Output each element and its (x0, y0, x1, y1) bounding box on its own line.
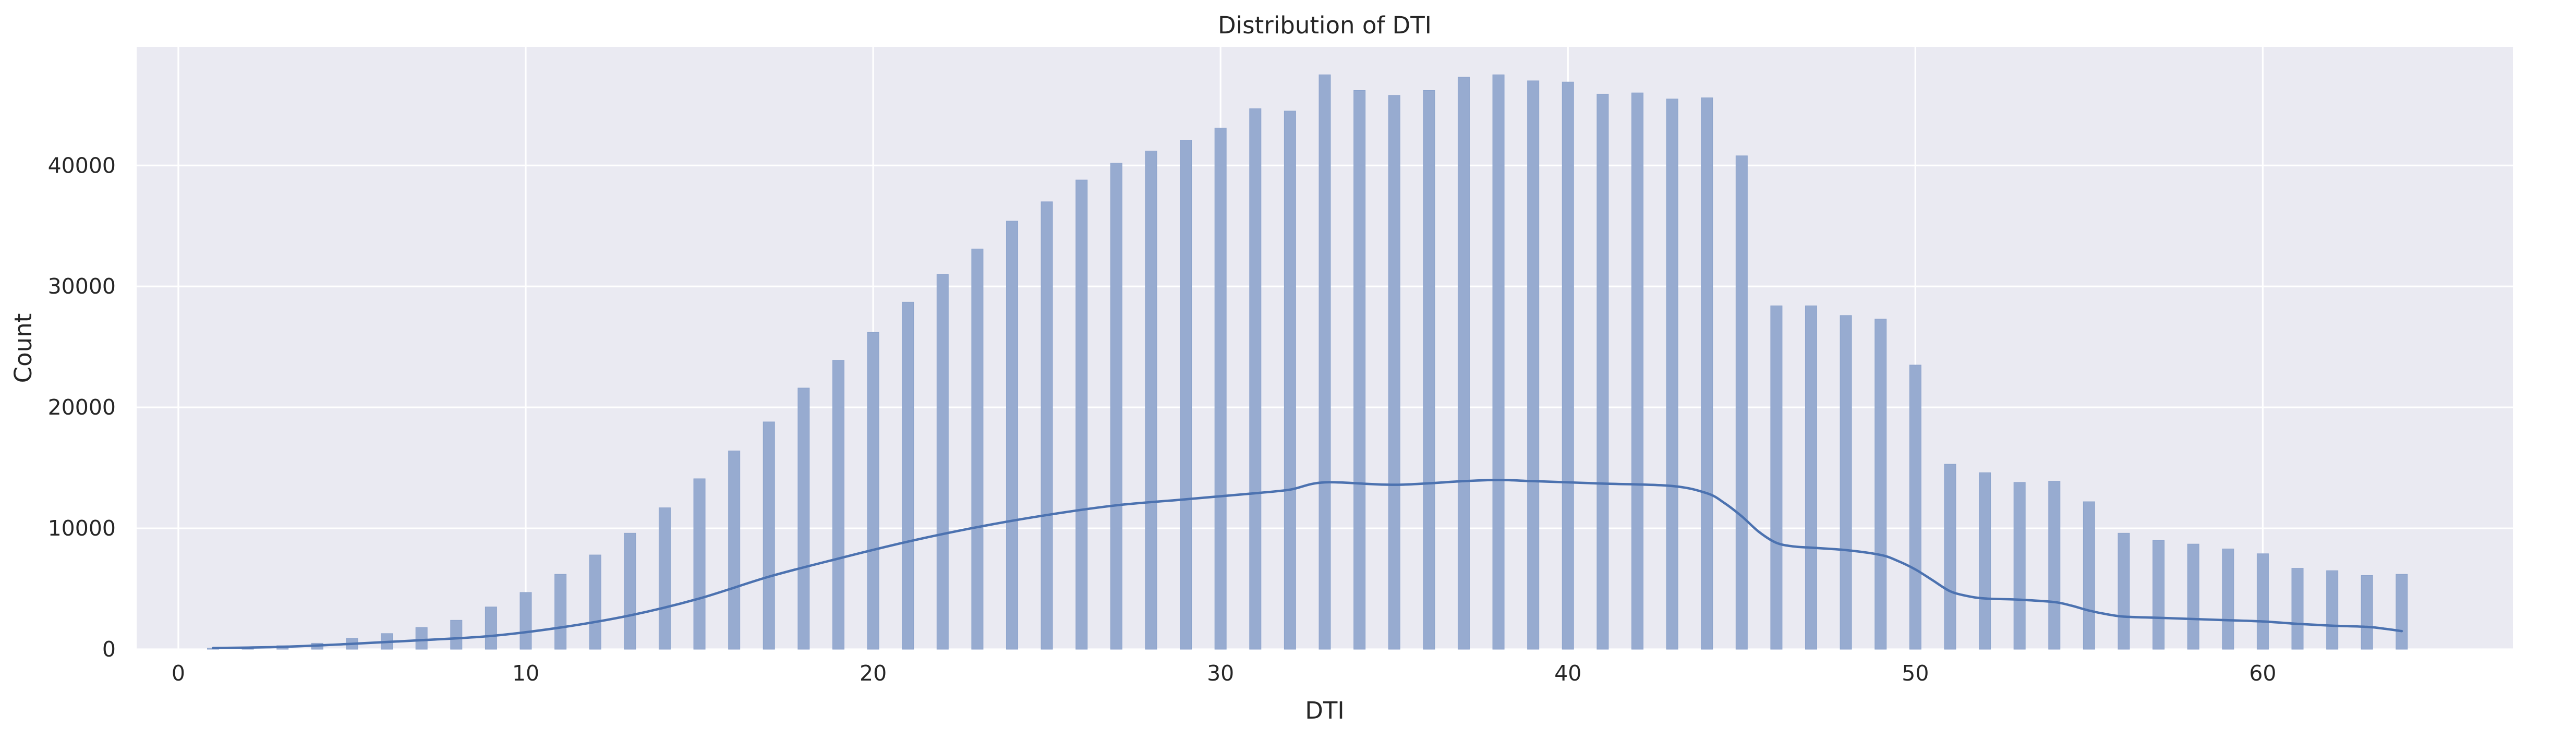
bar (2152, 540, 2165, 650)
bar (1944, 464, 1956, 650)
bar (1006, 221, 1019, 650)
x-tick-label: 40 (1554, 661, 1581, 686)
bar (624, 532, 636, 650)
bar (1110, 163, 1122, 650)
bar (450, 620, 463, 650)
y-tick-label: 0 (102, 637, 116, 662)
bar (1631, 92, 1643, 650)
bar (2222, 549, 2234, 650)
bar (2256, 553, 2269, 650)
bar (971, 248, 984, 650)
bar (1666, 99, 1678, 650)
bar (1701, 97, 1713, 650)
bar (1805, 305, 1818, 650)
bar (902, 301, 914, 650)
bar (2361, 575, 2373, 650)
bar (1457, 77, 1470, 650)
bar (2396, 574, 2408, 650)
x-tick-label: 10 (512, 661, 539, 686)
bar (1284, 111, 1296, 650)
bar (1423, 90, 1435, 650)
bar (867, 332, 879, 650)
bar (1145, 150, 1157, 650)
x-tick-label: 20 (860, 661, 887, 686)
bar (2291, 568, 2304, 650)
bar (936, 274, 949, 650)
bar (485, 606, 497, 650)
y-tick-label: 20000 (48, 395, 116, 420)
chart-title: Distribution of DTI (1218, 11, 1432, 39)
y-axis-label: Count (9, 313, 37, 383)
bar (658, 507, 671, 650)
bar (1840, 315, 1852, 650)
x-tick-label: 50 (1902, 661, 1929, 686)
bar (1597, 93, 1609, 650)
bar (1180, 140, 1192, 650)
bar (763, 421, 775, 650)
bar (1874, 319, 1887, 650)
x-tick-label: 0 (172, 661, 185, 686)
bar (415, 627, 428, 650)
bar (1041, 201, 1053, 650)
bar (1075, 179, 1088, 650)
bar (1214, 127, 1227, 650)
bar (728, 451, 741, 650)
bar (693, 478, 706, 650)
y-tick-labels: 0 10000 20000 30000 40000 (48, 153, 116, 662)
bar (2118, 532, 2130, 650)
x-tick-labels: 0 10 20 30 40 50 60 (172, 661, 2277, 686)
y-tick-label: 40000 (48, 153, 116, 178)
bar (1735, 155, 1748, 650)
bar (2048, 481, 2061, 650)
bar (2326, 570, 2339, 650)
bar (1249, 108, 1262, 650)
bar (1319, 74, 1331, 650)
y-tick-label: 10000 (48, 516, 116, 541)
bar (1492, 74, 1505, 650)
kde-line (212, 479, 2403, 649)
bar (589, 554, 601, 650)
bar (519, 592, 532, 650)
bar (2083, 501, 2095, 650)
bar (1979, 472, 1991, 650)
bar (2187, 543, 2199, 650)
bar (1770, 305, 1783, 650)
bar (1527, 80, 1540, 650)
bar (554, 574, 567, 650)
bar (1388, 95, 1400, 650)
histogram-bars (207, 74, 2408, 650)
x-axis-label: DTI (1305, 697, 1344, 724)
bar (1562, 81, 1574, 650)
x-tick-label: 60 (2249, 661, 2276, 686)
bar (832, 360, 844, 650)
bar (1353, 90, 1366, 650)
bar (2013, 482, 2026, 650)
y-tick-label: 30000 (48, 274, 116, 299)
x-tick-label: 30 (1207, 661, 1234, 686)
bar (1909, 365, 1921, 650)
bar (797, 387, 810, 650)
